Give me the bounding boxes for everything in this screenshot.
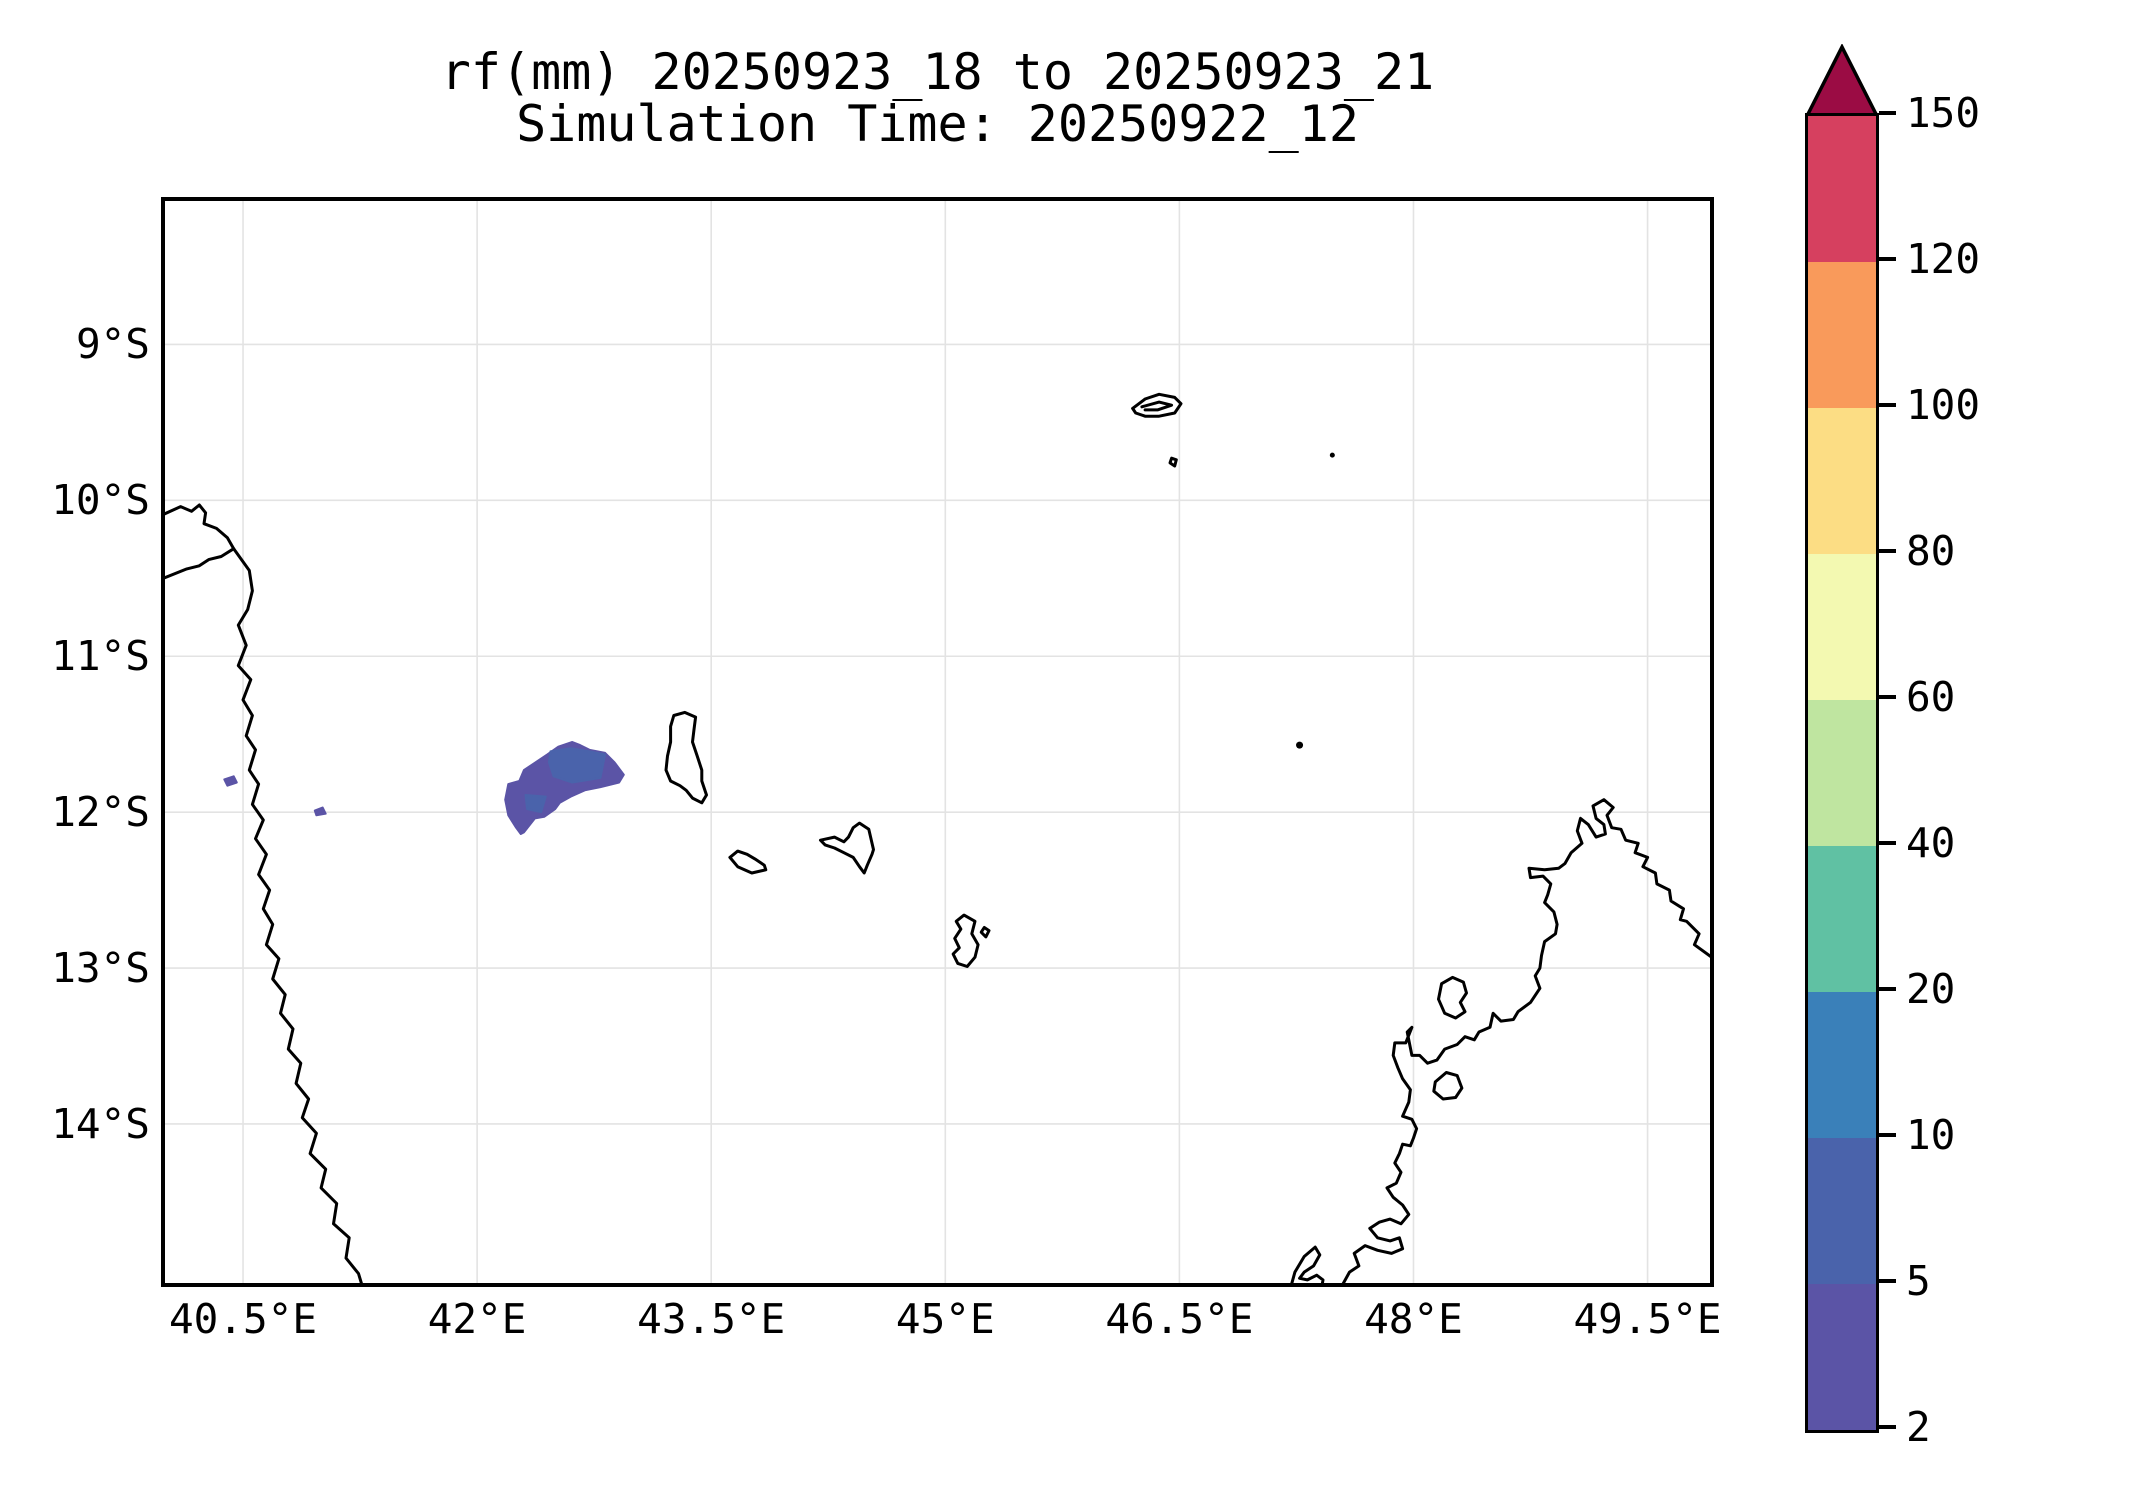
colorbar-tick-label-10: 10 (1906, 1111, 1956, 1159)
colorbar-segment-60-80 (1808, 554, 1876, 700)
grande-comore-island-coastline (664, 710, 708, 805)
colorbar-tick-40 (1879, 841, 1896, 845)
colorbar-segment-120-150 (1808, 116, 1876, 262)
colorbar-tick-label-20: 20 (1906, 965, 1956, 1013)
colorbar-segment-80-100 (1808, 408, 1876, 554)
map-plot-area (165, 201, 1710, 1283)
radama-islet-southwest-coastline (1290, 1245, 1325, 1283)
rain-cell-core-5-10mm (547, 747, 607, 784)
colorbar-segment-5-10 (1808, 1138, 1876, 1284)
mayotte-island-coastline (951, 913, 980, 968)
x-tick-label-40.5°E: 40.5°E (168, 1295, 318, 1343)
colorbar-tick-120 (1879, 257, 1896, 261)
y-tick-label-10°S: 10°S (51, 476, 150, 525)
colorbar-tick-80 (1879, 549, 1896, 553)
colorbar-segment-2-5 (1808, 1284, 1876, 1430)
glorioso-dot (1296, 741, 1304, 749)
colorbar-tick-label-150: 150 (1906, 89, 1981, 137)
y-tick-label-12°S: 12°S (51, 788, 150, 837)
x-tick-label-45°E: 45°E (895, 1295, 995, 1343)
colorbar-extend-max-arrow (1805, 44, 1879, 118)
colorbar-tick-label-80: 80 (1906, 527, 1956, 575)
nosy-mitsio-island-coastline (1437, 975, 1468, 1020)
colorbar-tick-label-5: 5 (1906, 1257, 1931, 1305)
x-tick-label-42°E: 42°E (427, 1295, 527, 1343)
anjouan-island-coastline (819, 821, 875, 875)
colorbar-tick-label-60: 60 (1906, 673, 1956, 721)
colorbar-tick-20 (1879, 987, 1896, 991)
colorbar-tick-2 (1879, 1425, 1896, 1429)
rainfall-contours-group (223, 741, 625, 835)
madagascar-north-coast-coastline (1341, 798, 1710, 1283)
rain-speck-coast (223, 775, 238, 787)
africa-mozambique-coast-coastline (232, 547, 363, 1283)
rain-cell-core2-5-10mm (524, 794, 547, 814)
moheli-island-coastline (728, 849, 768, 875)
plot-subtitle: Simulation Time: 20250922_12 (516, 95, 1359, 153)
colorbar (1805, 113, 1879, 1433)
colorbar-segment-10-20 (1808, 992, 1876, 1138)
colorbar-tick-5 (1879, 1279, 1896, 1283)
map-axes-frame (161, 197, 1714, 1287)
x-tick-label-49.5°E: 49.5°E (1573, 1295, 1722, 1343)
aldabra-atoll-outer-coastline (1131, 392, 1183, 418)
nosy-be-island-coastline (1432, 1071, 1464, 1101)
astove-dot (1329, 452, 1335, 458)
x-tick-label-48°E: 48°E (1364, 1295, 1463, 1343)
colorbar-tick-label-2: 2 (1906, 1403, 1931, 1451)
y-tick-label-14°S: 14°S (51, 1099, 150, 1148)
assumption-islet-coastline (1168, 456, 1178, 468)
colorbar-tick-150 (1879, 111, 1896, 115)
island-dots-group (1296, 452, 1335, 749)
y-tick-label-11°S: 11°S (51, 632, 150, 681)
colorbar-tick-100 (1879, 403, 1896, 407)
gridlines-group (165, 201, 1710, 1283)
mayotte-islet-coastline (979, 926, 991, 939)
colorbar-segment-100-120 (1808, 262, 1876, 408)
colorbar-segment-20-40 (1808, 846, 1876, 992)
africa-cabo-delgado-wedge-coastline (165, 503, 236, 580)
colorbar-tick-60 (1879, 695, 1896, 699)
colorbar-segment-40-60 (1808, 700, 1876, 846)
x-tick-label-43.5°E: 43.5°E (637, 1295, 786, 1343)
y-tick-label-9°S: 9°S (75, 320, 150, 369)
plot-title: rf(mm) 20250923_18 to 20250923_21 (440, 43, 1435, 101)
y-tick-label-13°S: 13°S (51, 944, 150, 993)
rain-speck-offshore (313, 806, 327, 817)
coastlines-group (165, 392, 1710, 1283)
colorbar-tick-10 (1879, 1133, 1896, 1137)
aldabra-atoll-lagoon-coastline (1140, 400, 1174, 412)
x-tick-label-46.5°E: 46.5°E (1105, 1295, 1254, 1343)
colorbar-tick-label-120: 120 (1906, 235, 1981, 283)
colorbar-tick-label-100: 100 (1906, 381, 1981, 429)
colorbar-tick-label-40: 40 (1906, 819, 1956, 867)
